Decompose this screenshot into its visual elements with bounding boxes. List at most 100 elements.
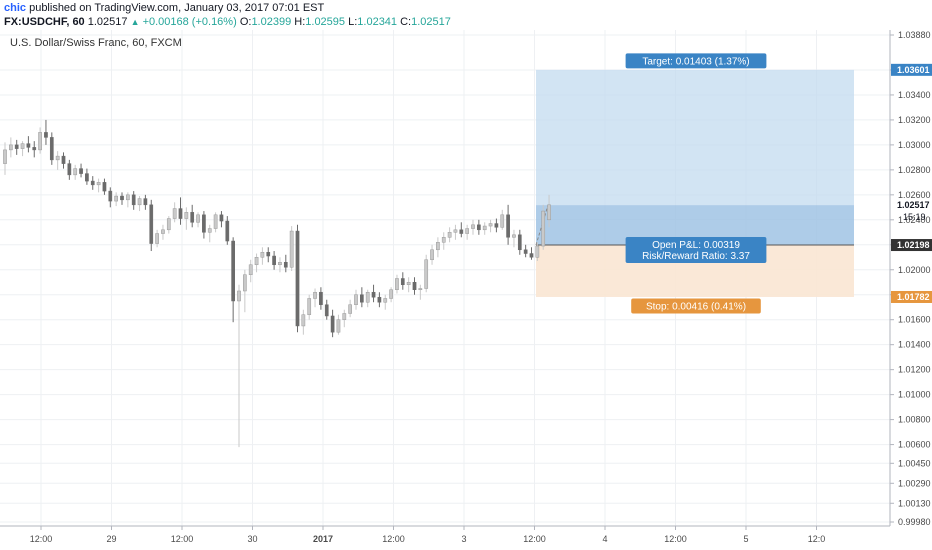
candle-body (149, 204, 154, 244)
x-tick-label: 12:00 (30, 534, 53, 544)
candle-body (20, 143, 25, 149)
target-badge-bg (625, 53, 767, 69)
candle-body (348, 304, 352, 314)
candle-body (49, 137, 54, 161)
pnl-badge-text: Risk/Reward Ratio: 3.37 (642, 251, 750, 262)
up-arrow-icon: ▲ (130, 17, 140, 27)
candle-body (73, 168, 78, 176)
candle-body (26, 143, 31, 148)
candle-body (184, 212, 189, 219)
y-tick-label: 1.03400 (898, 90, 931, 100)
x-tick-label: 2017 (313, 534, 333, 544)
current-price-marker-bg (891, 199, 932, 212)
candle-body (61, 155, 66, 164)
entry-price-marker-text: 1.02198 (897, 240, 930, 250)
candle-body (237, 290, 241, 302)
x-tick-label: 29 (106, 534, 116, 544)
candle-body (336, 319, 341, 333)
open-label: O: (239, 16, 252, 28)
candle-body (289, 230, 294, 268)
target-price-marker-bg (891, 63, 932, 76)
candle-body (283, 262, 288, 268)
candle-body (441, 237, 446, 243)
x-tick-label: 4 (602, 534, 607, 544)
low-label: L: (348, 16, 358, 28)
candle-body (342, 313, 347, 320)
candle-body (488, 223, 493, 227)
candle-body (313, 291, 317, 299)
candle-body (412, 281, 417, 290)
candle-body (307, 298, 312, 315)
stop-price-marker: 1.01782 (891, 290, 932, 303)
last-price: 1.02517 (87, 16, 128, 28)
candle-body (9, 144, 13, 151)
candle-body (231, 240, 236, 302)
candle-body (377, 296, 382, 303)
candle-body (126, 194, 130, 201)
candle-body (131, 194, 136, 206)
candle-body (477, 224, 481, 231)
published-text: published on TradingView.com, January 03… (29, 2, 325, 14)
x-tick-label: 12:0 (808, 534, 826, 544)
stop-badge-bg (631, 298, 761, 314)
y-tick-label: 1.01200 (898, 365, 931, 375)
current-price-marker-text: 1.02517 (897, 200, 930, 210)
author-link[interactable]: chic (4, 2, 27, 14)
candle-body (207, 228, 212, 233)
candle-body (301, 314, 306, 327)
current-price-marker: 1.02517 (891, 199, 932, 212)
candle-body (424, 259, 429, 289)
candle-body (260, 252, 265, 258)
open-value: 1.02399 (251, 16, 292, 28)
candle-body (383, 298, 388, 303)
symbol-label[interactable]: FX:USDCHF, 60 (4, 16, 85, 28)
stop-badge[interactable]: Stop: 0.00416 (0.41%) (631, 298, 761, 314)
close-value: 1.02517 (411, 16, 451, 28)
y-tick-label: 1.02000 (898, 265, 931, 275)
price-axis[interactable]: 1.038801.036001.034001.032001.030001.028… (890, 30, 932, 527)
target-badge-text: Target: 0.01403 (1.37%) (642, 56, 749, 67)
candle-body (324, 304, 329, 317)
x-tick-label: 30 (247, 534, 257, 544)
x-tick-label: 12:00 (382, 534, 405, 544)
x-tick-label: 12:00 (523, 534, 546, 544)
high-label: H: (294, 16, 306, 28)
y-tick-label: 1.02400 (898, 215, 931, 225)
candle-body (44, 132, 48, 138)
y-tick-label: 1.01600 (898, 315, 931, 325)
y-tick-label: 1.00450 (898, 458, 931, 468)
price-chart[interactable]: Target: 0.01403 (1.37%) Open P&L: 0.00319… (0, 30, 932, 550)
candle-body (512, 234, 516, 238)
x-tick-label: 3 (461, 534, 466, 544)
candle-body (196, 214, 200, 223)
chart-title: U.S. Dollar/Swiss Franc, 60, FXCM (10, 37, 182, 49)
candle-body (395, 278, 399, 290)
candle-body (143, 198, 148, 206)
position-labels: Target: 0.01403 (1.37%) Open P&L: 0.00319… (625, 53, 767, 314)
candle-body (541, 210, 546, 247)
candle-body (459, 229, 464, 234)
candle-body (79, 168, 83, 174)
candle-body (447, 232, 452, 238)
candle-body (102, 182, 107, 192)
candle-body (172, 208, 177, 219)
candle-body (32, 147, 37, 151)
candle-body (535, 245, 540, 258)
candle-body (330, 315, 335, 333)
x-tick-label: 5 (743, 534, 748, 544)
time-axis[interactable]: 12:00 29 12:00 30 2017 12:00 3 12:00 4 12:00 5 12:0 (30, 526, 826, 544)
target-badge[interactable]: Target: 0.01403 (1.37%) (625, 53, 767, 69)
pnl-badge-text: Open P&L: 0.00319 (652, 240, 740, 251)
candle-body (243, 274, 247, 292)
candle-body (67, 163, 72, 176)
y-tick-label: 1.01000 (898, 390, 931, 400)
candle-body (248, 264, 253, 276)
candle-body (137, 198, 142, 206)
candle-body (272, 255, 276, 266)
candle-body (360, 294, 364, 303)
candle-body (213, 214, 218, 229)
low-value: 1.02341 (357, 16, 398, 28)
y-tick-label: 1.01400 (898, 340, 931, 350)
target-price-marker: 1.03601 (891, 63, 932, 76)
